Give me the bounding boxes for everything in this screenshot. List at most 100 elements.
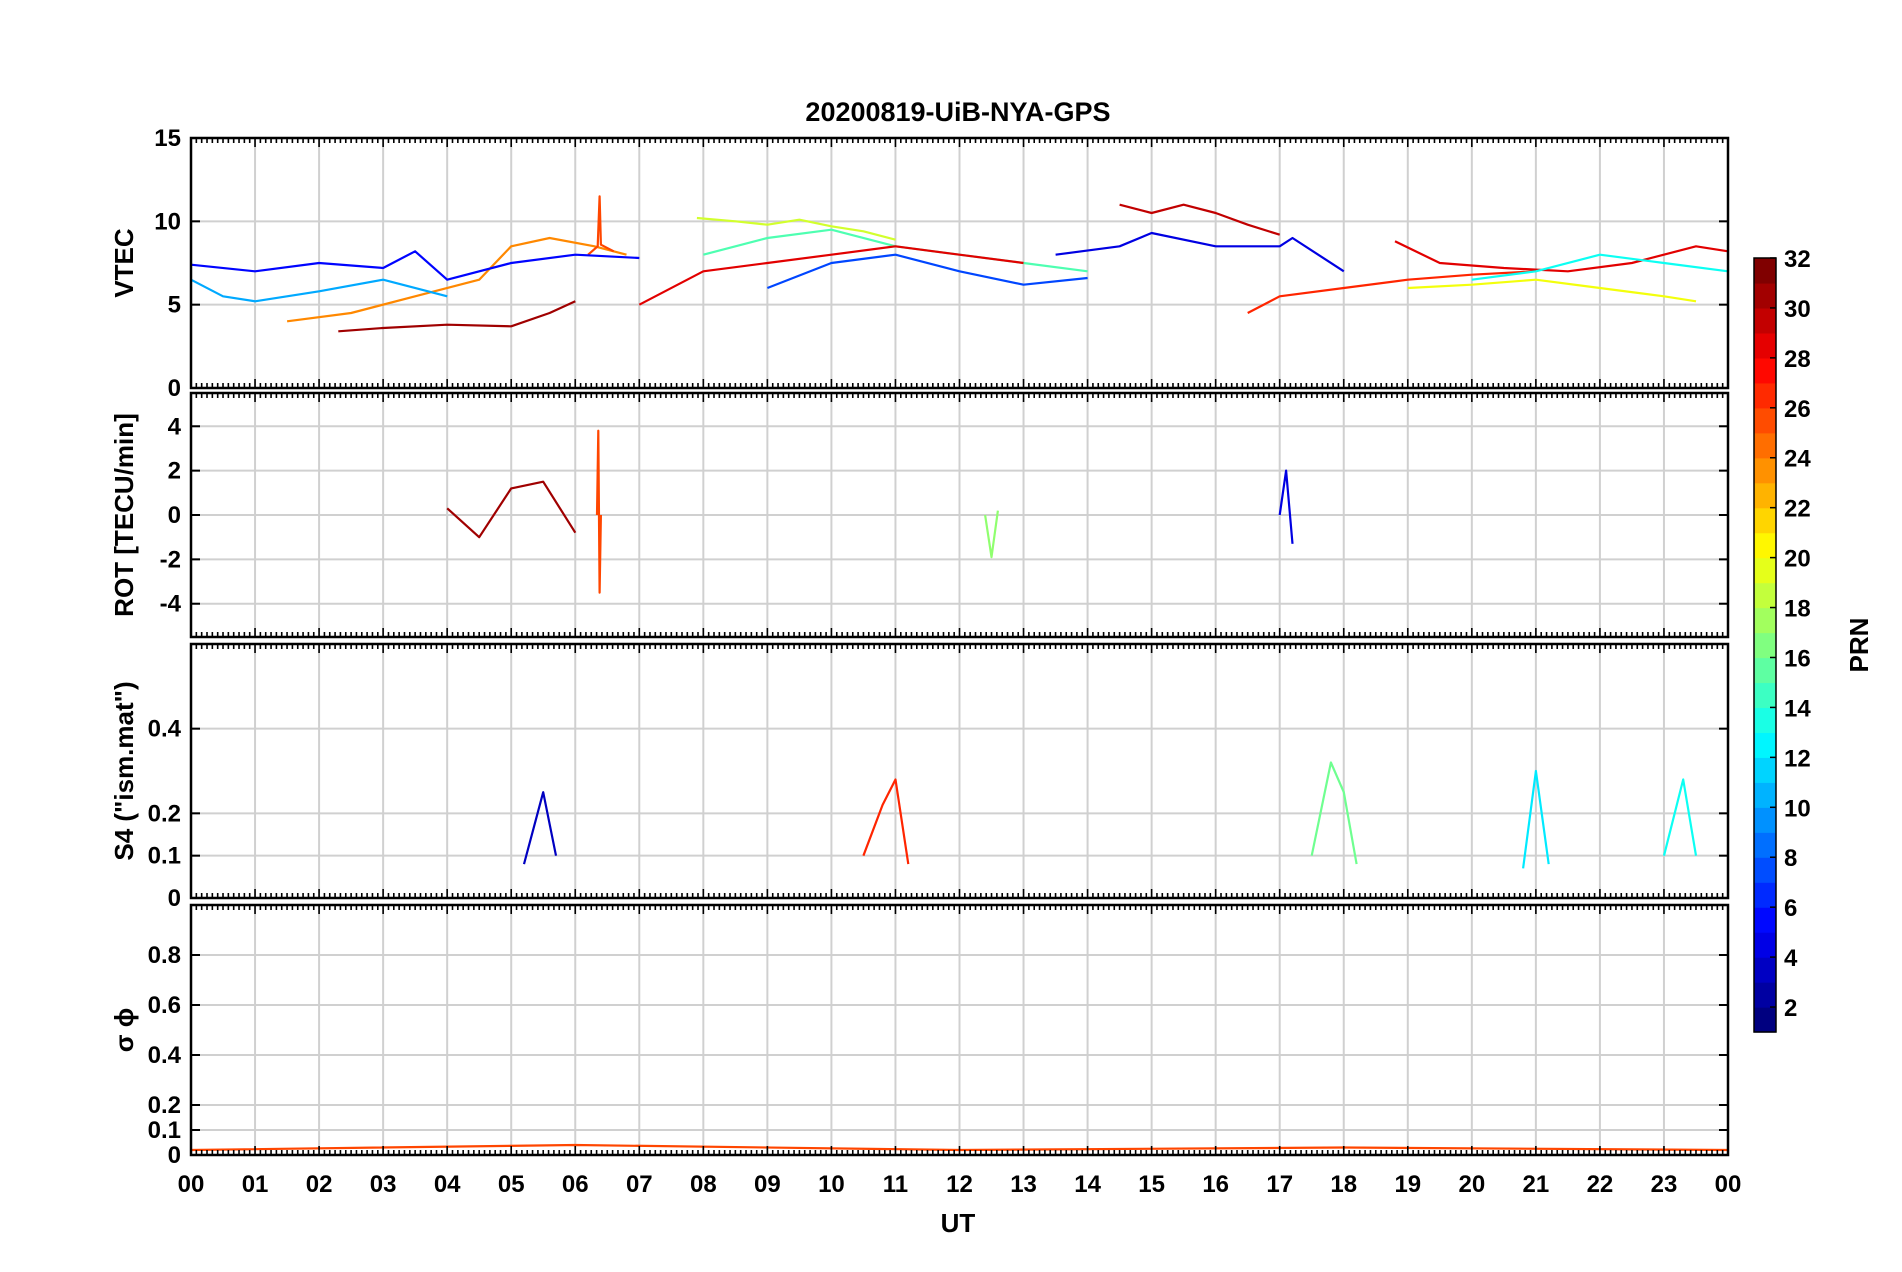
y-tick-label: 0.4: [148, 1042, 182, 1069]
colorbar-segment: [1754, 482, 1776, 509]
colorbar-tick-label: 10: [1784, 795, 1811, 822]
series-line: [1119, 203, 1281, 236]
colorbar-tick-label: 28: [1784, 346, 1811, 373]
series-line: [1522, 769, 1550, 869]
panel-vtec: 0 5 10 15 VTEC: [109, 125, 1730, 402]
panel-sigma-phi: 00.10.2 0.4 0.6 0.8 σ ϕ: [109, 903, 1730, 1169]
colorbar-segment: [1754, 982, 1776, 1008]
x-tick-label: 13: [1010, 1171, 1037, 1198]
colorbar-segment: [1754, 258, 1776, 284]
colorbar-tick-label: 24: [1784, 446, 1811, 473]
colorbar-label: PRN: [1844, 618, 1874, 673]
series-line: [190, 250, 640, 281]
series-line: [1278, 469, 1294, 544]
colorbar-segment: [1754, 732, 1776, 758]
colorbar-segment: [1754, 707, 1776, 733]
series-line: [595, 429, 602, 594]
series-line: [522, 791, 558, 865]
y-tick-label: 0: [168, 502, 181, 529]
x-tick-labels: 00 01 02 03 04 05 06 07 08 09 10 11 12 13 14 15 16 17 18 19…: [178, 1171, 1742, 1198]
series-line: [766, 253, 1088, 290]
colorbar-tick-label: 6: [1784, 895, 1797, 922]
colorbar-tick-label: 22: [1784, 496, 1811, 523]
colorbar-segment: [1754, 607, 1776, 634]
y-tick-label: 0.6: [148, 992, 181, 1019]
colorbar-segment: [1754, 907, 1776, 933]
series-line: [190, 278, 448, 303]
series-line: [338, 300, 576, 333]
colorbar-segment: [1754, 432, 1776, 459]
axes-frame: [189, 136, 1730, 390]
x-tick-label: 18: [1330, 1171, 1357, 1198]
colorbar-segment: [1754, 632, 1776, 659]
series-line: [1394, 240, 1729, 273]
y-tick-label: 10: [154, 208, 181, 235]
colorbar-segment: [1754, 357, 1776, 384]
colorbar-segment: [1754, 857, 1776, 883]
y-tick-label: 0.2: [148, 800, 181, 827]
colorbar-segment: [1754, 782, 1776, 808]
y-axis-label: S4 ("ism.mat"): [109, 681, 139, 860]
x-axis-label: UT: [941, 1208, 976, 1238]
axes-frame: [189, 642, 1730, 900]
colorbar-segment: [1754, 532, 1776, 559]
x-tick-label: 00: [1715, 1171, 1742, 1198]
colorbar-frame: [1753, 257, 1777, 1033]
x-tick-label: 00: [178, 1171, 205, 1198]
x-tick-label: 06: [562, 1171, 589, 1198]
colorbar-tick-label: 12: [1784, 745, 1811, 772]
y-tick-label: 5: [168, 292, 181, 319]
y-tick-label: 4: [168, 413, 182, 440]
series-line: [984, 510, 999, 559]
series-line: [1247, 270, 1536, 314]
colorbar-tick-label: 4: [1784, 945, 1798, 972]
x-tick-label: 20: [1458, 1171, 1485, 1198]
series-line: [446, 480, 577, 539]
x-tick-label: 04: [434, 1171, 461, 1198]
x-tick-label: 11: [883, 1171, 908, 1198]
series-line: [286, 236, 627, 323]
colorbar-tick-label: 32: [1784, 246, 1811, 273]
colorbar-tick-label: 26: [1784, 396, 1811, 423]
x-tick-label: 22: [1587, 1171, 1614, 1198]
colorbar-segment: [1754, 957, 1776, 983]
colorbar-segment: [1754, 407, 1776, 434]
chart-title: 20200819-UiB-NYA-GPS: [805, 97, 1110, 127]
colorbar-segment: [1754, 932, 1776, 958]
axes-frame: [189, 391, 1730, 639]
y-axis-label: ROT [TECU/min]: [109, 413, 139, 617]
x-tick-label: 15: [1138, 1171, 1165, 1198]
colorbar-tick-label: 14: [1784, 695, 1811, 722]
x-tick-label: 07: [626, 1171, 653, 1198]
series-line: [638, 245, 1024, 306]
y-axis-label: VTEC: [109, 228, 139, 298]
x-tick-label: 23: [1651, 1171, 1678, 1198]
colorbar-segment: [1754, 307, 1776, 334]
y-tick-label: -2: [160, 546, 181, 573]
y-axis-label: σ ϕ: [109, 1008, 139, 1053]
x-tick-label: 21: [1523, 1171, 1550, 1198]
y-tick-label: 0.1: [148, 843, 181, 870]
x-tick-label: 17: [1266, 1171, 1293, 1198]
x-tick-label: 02: [306, 1171, 333, 1198]
y-tick-label: 0: [168, 375, 181, 402]
colorbar-tick-label: 30: [1784, 296, 1811, 323]
x-tick-label: 14: [1074, 1171, 1101, 1198]
series-line: [1662, 778, 1698, 856]
colorbar-segment: [1754, 882, 1776, 908]
series-line: [696, 216, 896, 241]
colorbar-segment: [1754, 382, 1776, 409]
colorbar-segment: [1754, 557, 1776, 584]
colorbar-tick-label: 2: [1784, 995, 1797, 1022]
colorbar-tick-label: 8: [1784, 845, 1797, 872]
x-tick-label: 09: [754, 1171, 781, 1198]
colorbar-segment: [1754, 832, 1776, 858]
colorbar-segment: [1754, 507, 1776, 534]
x-tick-label: 12: [946, 1171, 973, 1198]
y-tick-label: 0.1: [148, 1117, 181, 1144]
y-tick-label: 0: [168, 885, 181, 912]
colorbar-segment: [1754, 332, 1776, 359]
y-tick-label: 0: [168, 1142, 181, 1169]
